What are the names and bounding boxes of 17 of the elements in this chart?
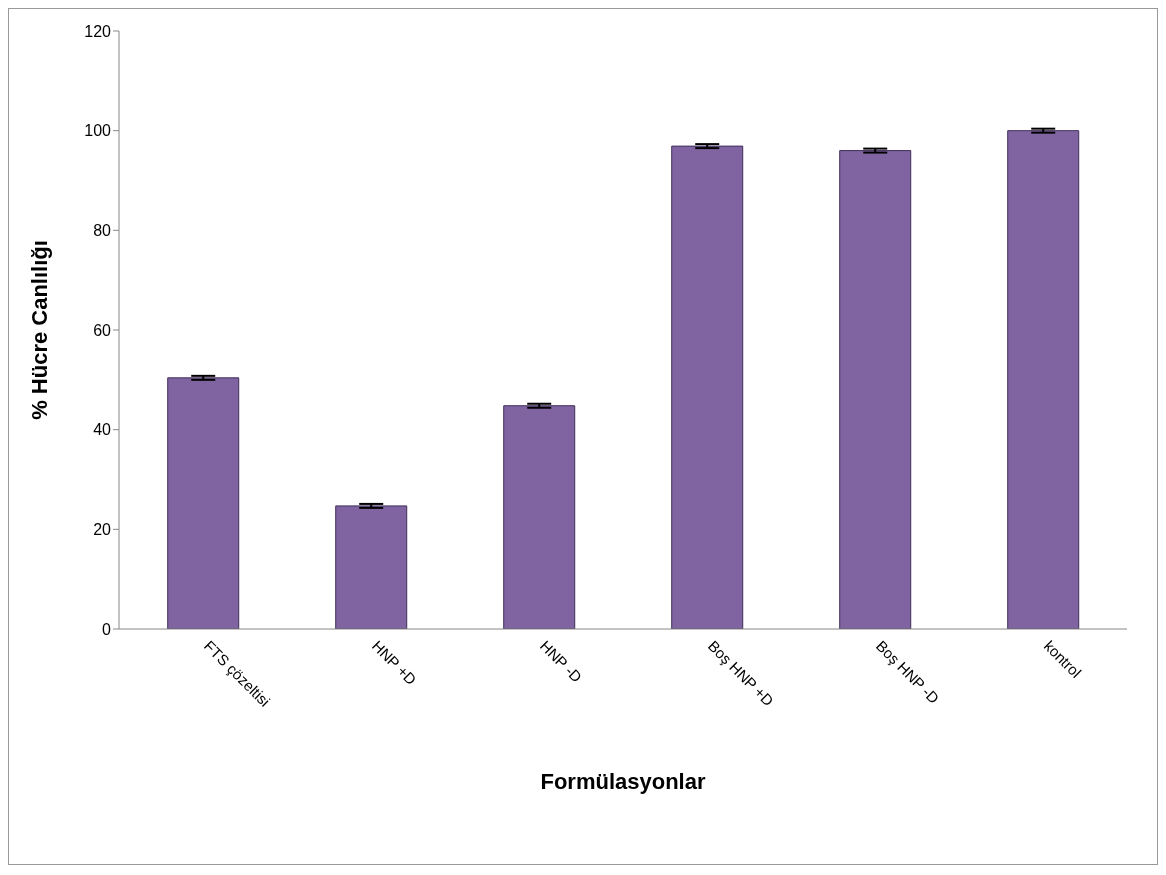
y-tick-label: 40 (93, 421, 112, 439)
x-tick-label: HNP +D (368, 637, 421, 689)
y-tick-label: 60 (93, 321, 112, 339)
y-axis-title: % Hücre Canlılığı (26, 240, 52, 420)
y-tick-label: 20 (93, 521, 112, 539)
bar (839, 150, 912, 629)
x-tick-label: HNP -D (536, 637, 586, 686)
y-tick-label: 120 (84, 22, 112, 40)
y-tick-label: 80 (93, 222, 112, 240)
y-tick-label: 0 (102, 620, 112, 638)
bar (1007, 130, 1080, 629)
x-axis-title: Formülasyonlar (540, 769, 706, 794)
bar (335, 505, 408, 629)
bar (167, 377, 240, 629)
bar (671, 145, 744, 629)
bar (503, 405, 576, 629)
y-tick-label: 100 (84, 122, 112, 140)
